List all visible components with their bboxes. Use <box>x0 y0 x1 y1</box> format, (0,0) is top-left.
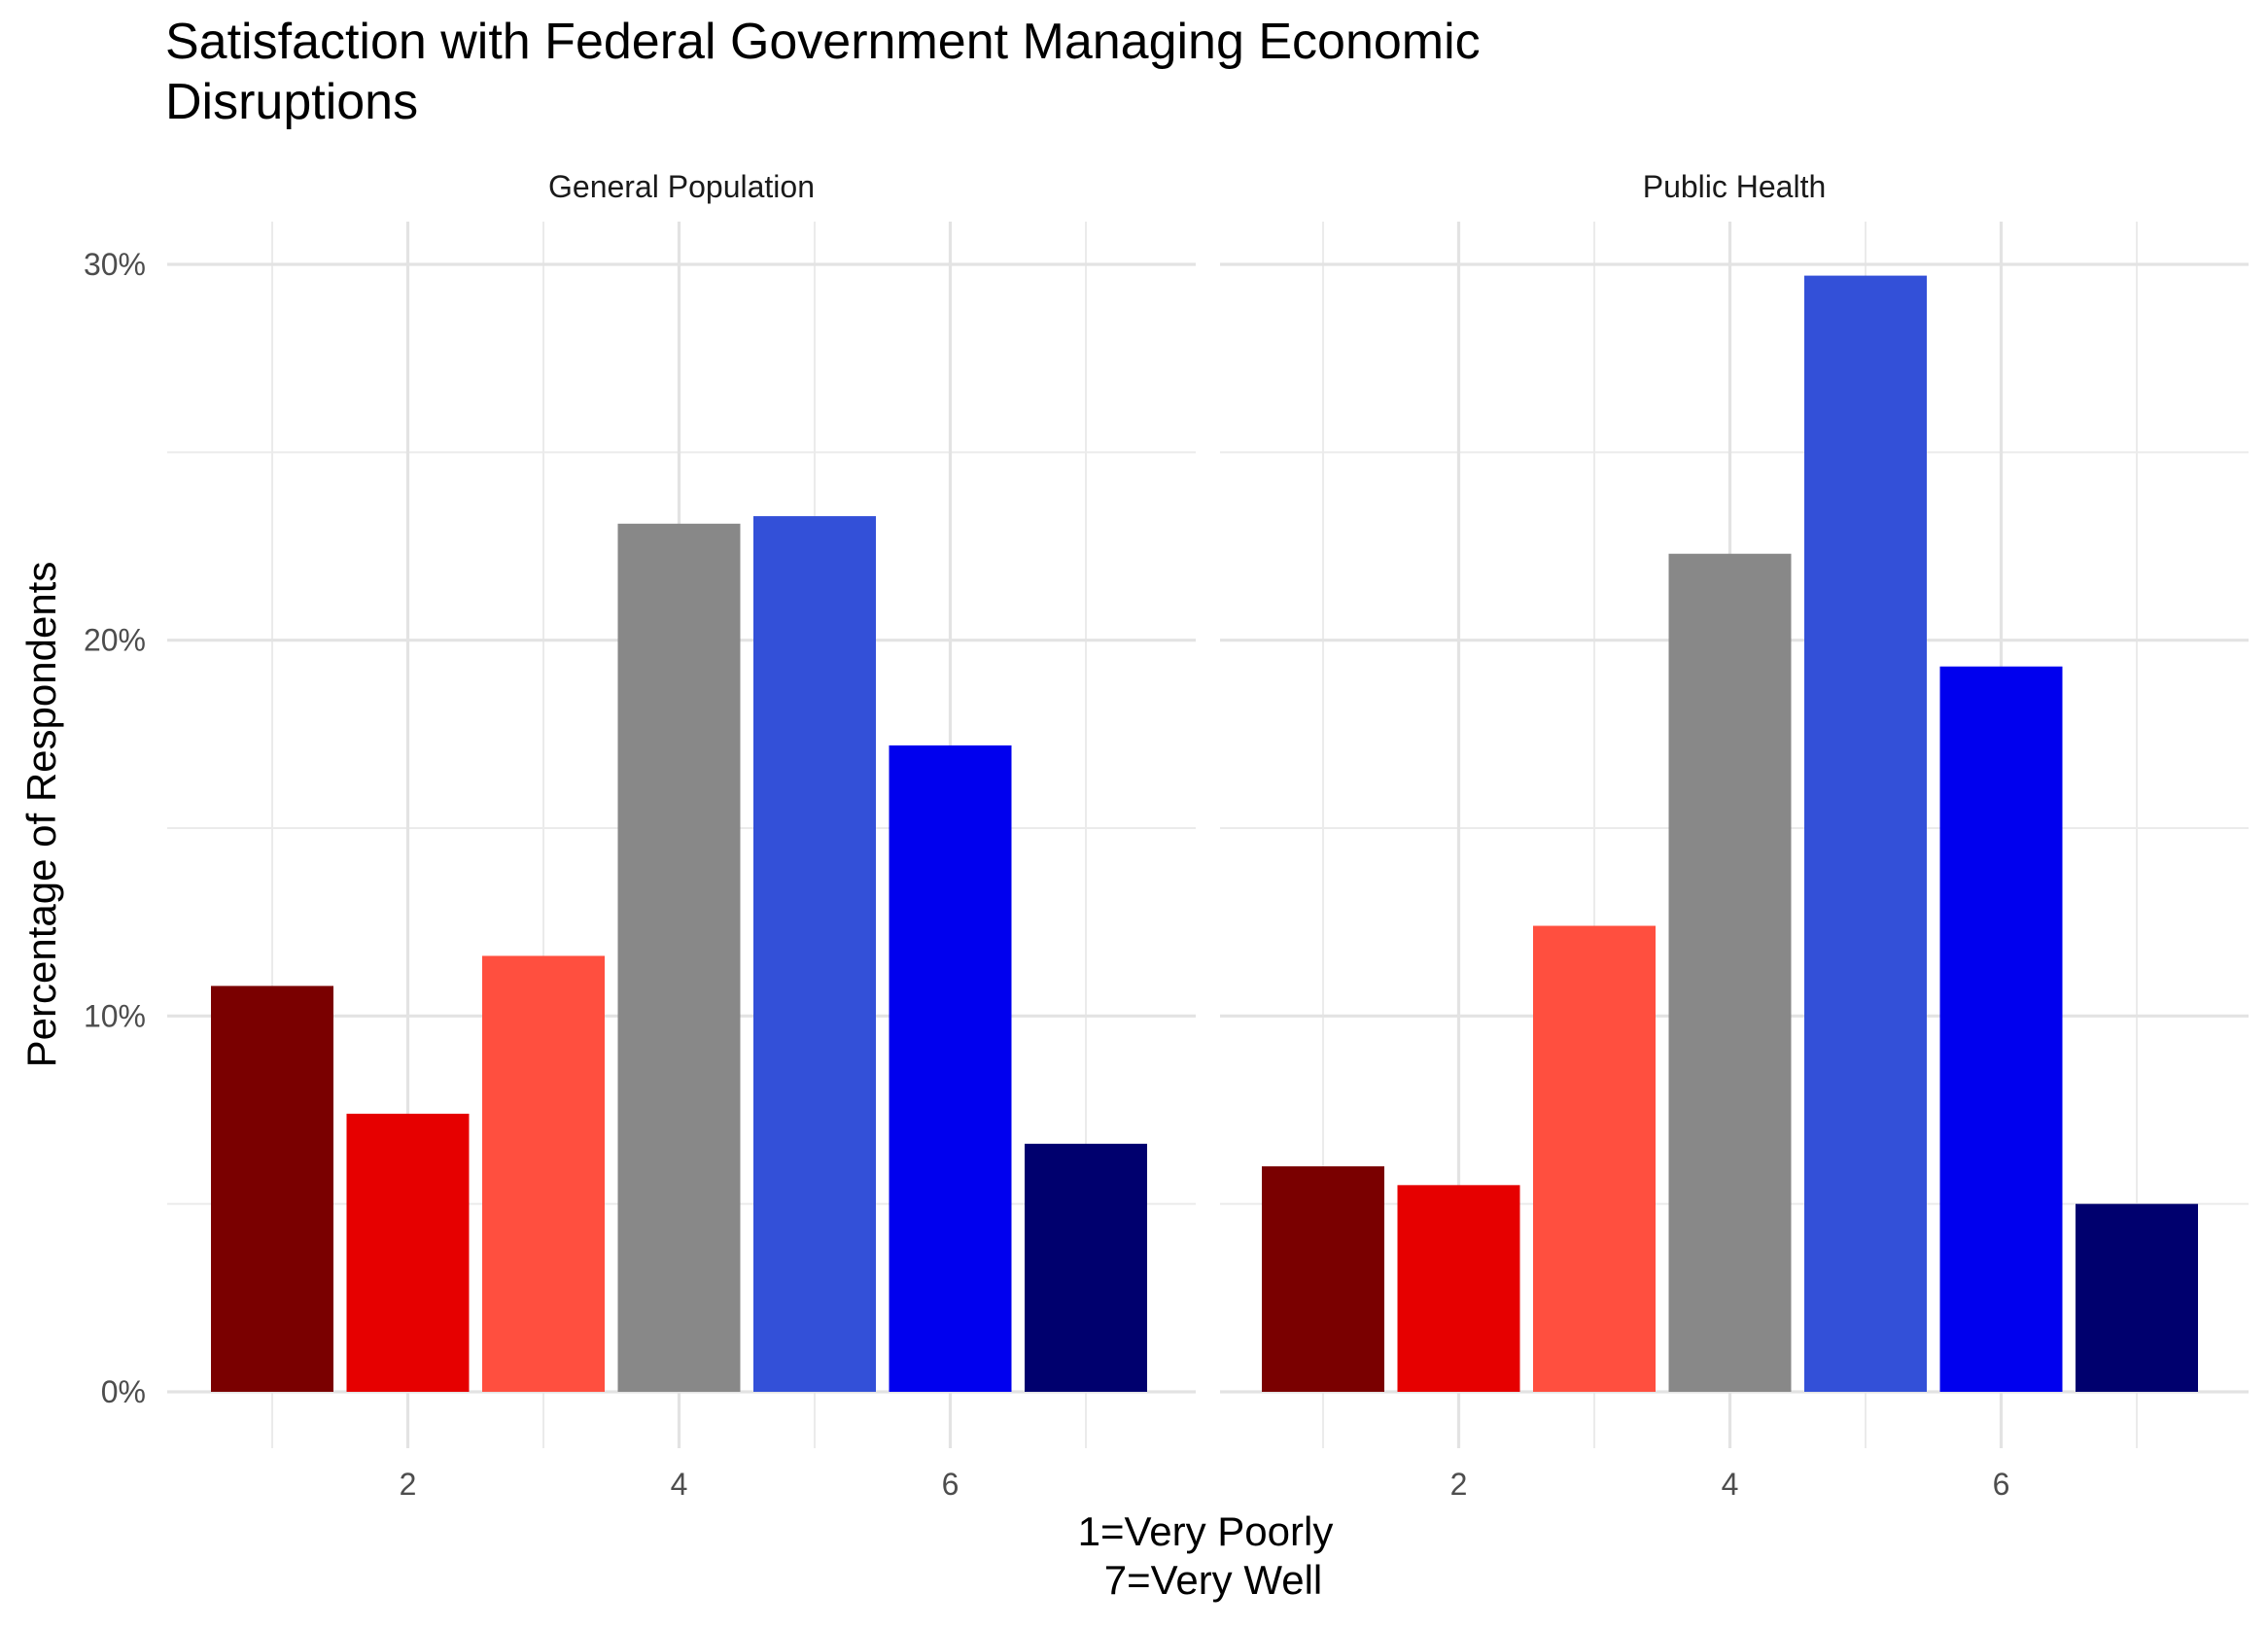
bar-7 <box>2076 1203 2198 1392</box>
x-axis-label-line1: 1=Very Poorly <box>1078 1508 1334 1554</box>
x-axis-label-line2: 7=Very Well <box>1104 1557 1323 1603</box>
bar-5 <box>753 516 876 1392</box>
x-tick-label: 4 <box>671 1467 688 1502</box>
bar-1 <box>1262 1166 1384 1392</box>
y-tick-label: 0% <box>101 1374 146 1409</box>
y-tick-label: 30% <box>84 247 146 282</box>
x-tick-label: 2 <box>1450 1467 1468 1502</box>
bar-4 <box>1668 553 1792 1392</box>
x-tick-label: 4 <box>1722 1467 1739 1502</box>
bar-3 <box>1533 925 1656 1392</box>
bar-7 <box>1025 1143 1147 1392</box>
bar-6 <box>889 745 1012 1392</box>
y-tick-label: 20% <box>84 623 146 658</box>
bar-3 <box>482 955 605 1392</box>
panel-1: General Population 2 4 6 0% 10% 20% 30% <box>84 169 1196 1502</box>
bar-2 <box>1397 1185 1520 1392</box>
chart-title-line1: Satisfaction with Federal Government Man… <box>165 14 1481 70</box>
panel-2: Public Health 2 4 6 <box>1220 169 2249 1502</box>
bar-1 <box>211 986 333 1392</box>
x-tick-label: 2 <box>400 1467 417 1502</box>
facet-title: Public Health <box>1643 169 1827 204</box>
bar-2 <box>346 1113 470 1392</box>
x-tick-label: 6 <box>1993 1467 2010 1502</box>
x-tick-label: 6 <box>942 1467 960 1502</box>
facet-title: General Population <box>548 169 815 204</box>
chart-title-line2: Disruptions <box>165 74 418 130</box>
y-tick-label: 10% <box>84 998 146 1033</box>
panels-layer: General Population 2 4 6 0% 10% 20% 30% Public H… <box>84 169 2249 1502</box>
bar-6 <box>1939 666 2063 1392</box>
y-axis-label: Percentage of Respondents <box>18 562 64 1068</box>
bar-5 <box>1804 275 1927 1393</box>
bar-4 <box>617 523 741 1392</box>
